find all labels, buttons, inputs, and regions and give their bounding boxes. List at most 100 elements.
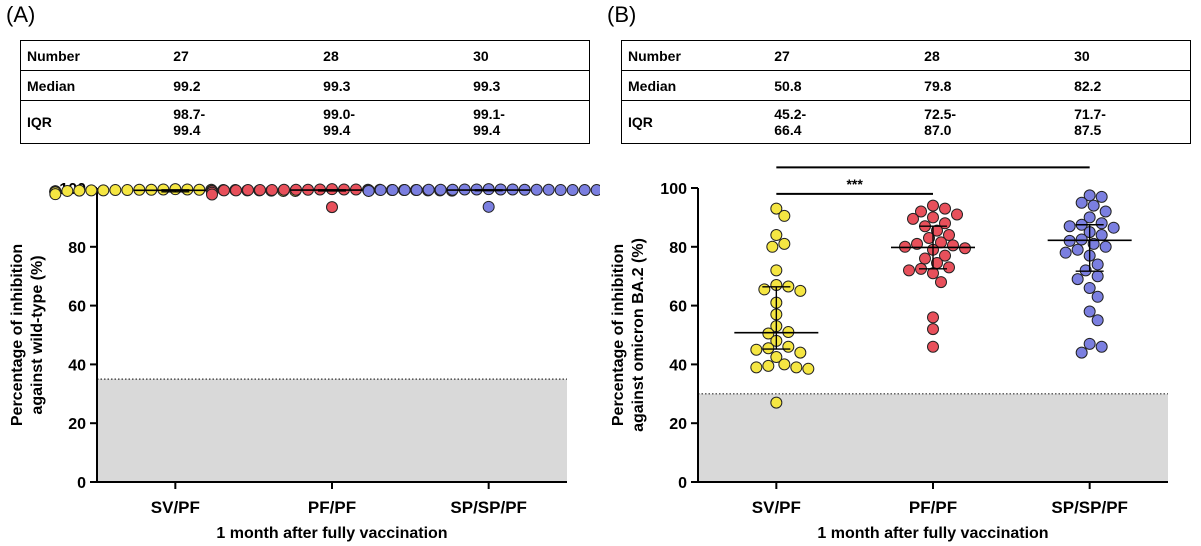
y-tick-label: 0 — [678, 475, 687, 492]
table-cell: 99.0- 99.4 — [289, 100, 440, 144]
iqr-low: 45.2- — [774, 106, 807, 122]
data-point-sp-sp-pf — [1099, 240, 1112, 253]
data-point-sp-sp-pf — [1099, 205, 1112, 218]
table-cell: 71.7- 87.5 — [1040, 100, 1192, 144]
table-row-number: Number 27 28 30 — [20, 40, 591, 71]
panel-b: (B) Number 27 28 30 Median 50.8 79.8 82.… — [601, 0, 1201, 546]
data-point-pf-pf — [927, 311, 939, 324]
table-cell: 27 — [139, 40, 290, 71]
data-point-pf-pf — [939, 202, 951, 215]
data-point-sp-sp-pf — [386, 184, 399, 197]
x-tick-label-sp-sp-pf: SP/SP/PF — [450, 498, 527, 517]
table-cell: 99.3 — [439, 70, 591, 101]
data-point-pf-pf — [927, 211, 939, 224]
table-row-iqr: IQR 45.2- 66.4 72.5- 87.0 71.7- 87.5 — [621, 100, 1192, 144]
table-cell: 99.1- 99.4 — [439, 100, 591, 144]
scatter-plot-b: 0 20 40 60 80 100 SV/PF PF/PF SP/SP/PF1 month af… — [610, 160, 1168, 542]
data-point-pf-pf — [931, 224, 943, 237]
data-point-sv-pf — [750, 361, 763, 374]
data-point-sp-sp-pf — [590, 184, 600, 197]
y-axis-title: Percentage of inhibition — [610, 244, 627, 426]
table-row-median: Median 50.8 79.8 82.2 — [621, 70, 1192, 101]
data-point-pf-pf — [326, 201, 338, 214]
panel-letter-b: (B) — [607, 2, 637, 27]
data-point-sp-sp-pf — [398, 184, 411, 197]
data-point-sp-sp-pf — [1083, 189, 1096, 202]
table-cell: 50.8 — [740, 70, 891, 101]
data-point-sp-sp-pf — [578, 184, 591, 197]
iqr-high: 99.4 — [173, 122, 201, 138]
data-point-sv-pf — [762, 342, 775, 355]
data-point-sp-sp-pf — [1087, 199, 1100, 212]
data-point-pf-pf — [943, 261, 955, 274]
data-point-pf-pf — [907, 212, 919, 225]
data-point-sp-sp-pf — [1083, 281, 1096, 294]
data-point-sv-pf — [770, 229, 783, 242]
data-point-sp-sp-pf — [1091, 258, 1104, 271]
data-point-pf-pf — [915, 205, 927, 218]
data-point-sv-pf — [770, 202, 783, 215]
data-point-sv-pf — [794, 284, 807, 297]
y-tick-label: 0 — [77, 475, 86, 492]
iqr-low: 71.7- — [1074, 106, 1106, 122]
significance-label: *** — [925, 160, 942, 165]
data-point-sv-pf — [97, 184, 110, 197]
data-point-sp-sp-pf — [1083, 211, 1096, 224]
row-label: IQR — [621, 100, 741, 144]
data-point-sv-pf — [73, 184, 86, 197]
x-tick-label-pf-pf: PF/PF — [308, 498, 356, 517]
iqr-high: 99.4 — [473, 122, 501, 138]
data-point-sv-pf — [770, 351, 783, 364]
table-cell: 28 — [289, 40, 440, 71]
data-point-pf-pf — [959, 242, 971, 255]
data-point-sp-sp-pf — [482, 200, 495, 213]
data-point-sv-pf — [782, 340, 795, 353]
data-point-sv-pf — [762, 359, 775, 372]
iqr-low: 98.7- — [173, 106, 206, 122]
data-point-sv-pf — [750, 343, 763, 356]
data-point-sp-sp-pf — [1083, 337, 1096, 350]
y-tick-label: 20 — [68, 416, 86, 433]
data-point-sp-sp-pf — [1071, 273, 1084, 286]
table-cell: 99.3 — [289, 70, 440, 101]
data-point-sv-pf — [794, 346, 807, 359]
x-tick-label-sp-sp-pf: SP/SP/PF — [1051, 498, 1128, 517]
data-point-pf-pf — [919, 252, 931, 265]
data-point-sv-pf — [778, 358, 791, 371]
y-tick-label: 80 — [68, 240, 86, 257]
data-point-sp-sp-pf — [1091, 290, 1104, 303]
table-cell: 98.7- 99.4 — [139, 100, 290, 144]
data-point-sv-pf — [770, 264, 783, 277]
data-point-sp-sp-pf — [1063, 220, 1076, 233]
data-point-sp-sp-pf — [422, 183, 435, 196]
table-cell: 79.8 — [890, 70, 1041, 101]
stats-table-b: Number 27 28 30 Median 50.8 79.8 82.2 IQ… — [621, 40, 1192, 144]
panel-letter-a: (A) — [6, 2, 36, 27]
table-cell: 28 — [890, 40, 1041, 71]
y-tick-label: 100 — [660, 181, 687, 198]
data-point-pf-pf — [254, 184, 266, 197]
data-point-pf-pf — [947, 239, 959, 252]
iqr-high: 87.0 — [924, 122, 952, 138]
cutoff-region — [698, 393, 1168, 482]
table-cell: 99.2 — [139, 70, 290, 101]
iqr-high: 87.5 — [1074, 122, 1102, 138]
x-axis-title: 1 month after fully vaccination — [216, 525, 447, 542]
data-point-pf-pf — [230, 184, 242, 197]
data-point-sp-sp-pf — [1095, 217, 1108, 230]
table-cell: 82.2 — [1040, 70, 1192, 101]
row-label: Median — [621, 70, 741, 101]
data-point-pf-pf — [935, 276, 947, 289]
significance-label: *** — [846, 176, 863, 192]
data-point-sv-pf — [121, 184, 134, 197]
data-point-pf-pf — [951, 208, 963, 221]
data-point-pf-pf — [923, 231, 935, 244]
data-point-sv-pf — [49, 188, 62, 201]
table-row-median: Median 99.2 99.3 99.3 — [20, 70, 591, 101]
y-tick-label: 80 — [669, 240, 687, 257]
data-point-sp-sp-pf — [1079, 264, 1092, 277]
y-tick-label: 20 — [669, 416, 687, 433]
iqr-low: 72.5- — [924, 106, 957, 122]
data-point-pf-pf — [927, 340, 939, 353]
